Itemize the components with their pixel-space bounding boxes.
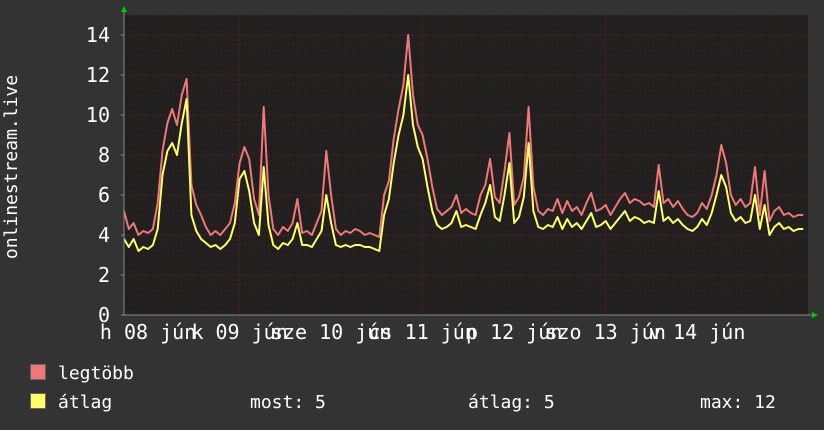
x-tick-label: k 09 jún: [191, 320, 287, 344]
y-tick-label: 2: [98, 263, 110, 287]
series-line-avg: [123, 74, 804, 252]
y-tick-label: 6: [98, 183, 110, 207]
stat-avg: átlag: 5: [468, 392, 555, 413]
legend-label-max: legtöbb: [58, 363, 134, 384]
plot-area: [124, 15, 808, 315]
y-tick-label: 10: [86, 103, 110, 127]
legend-label-avg: átlag: [58, 392, 113, 413]
x-tick-label: szo 13 jún: [545, 320, 665, 344]
x-tick-label: p 12 jún: [466, 320, 562, 344]
series-line-max: [123, 34, 804, 238]
legend-swatch-avg: [30, 393, 46, 409]
x-tick-label: cs 11 jún: [368, 320, 476, 344]
x-tick-label: h 08 jún: [100, 320, 196, 344]
y-tick-label: 14: [86, 23, 110, 47]
stat-max: max: 12: [700, 392, 776, 413]
legend-item-max: legtöbb: [30, 363, 134, 385]
x-tick-label: v 14 jún: [649, 320, 745, 344]
x-tick-label: sze 10 jún: [271, 320, 391, 344]
y-axis-arrow: [121, 6, 127, 12]
x-axis-arrow: [812, 312, 818, 318]
legend-item-avg: átlag: [30, 392, 112, 414]
y-tick-label: 12: [86, 63, 110, 87]
legend-swatch-max: [30, 364, 46, 380]
y-tick-label: 8: [98, 143, 110, 167]
y-tick-label: 0: [98, 303, 110, 327]
y-axis-label: onlinestream.live: [1, 74, 22, 260]
y-tick-label: 4: [98, 223, 110, 247]
stat-now: most: 5: [250, 392, 326, 413]
